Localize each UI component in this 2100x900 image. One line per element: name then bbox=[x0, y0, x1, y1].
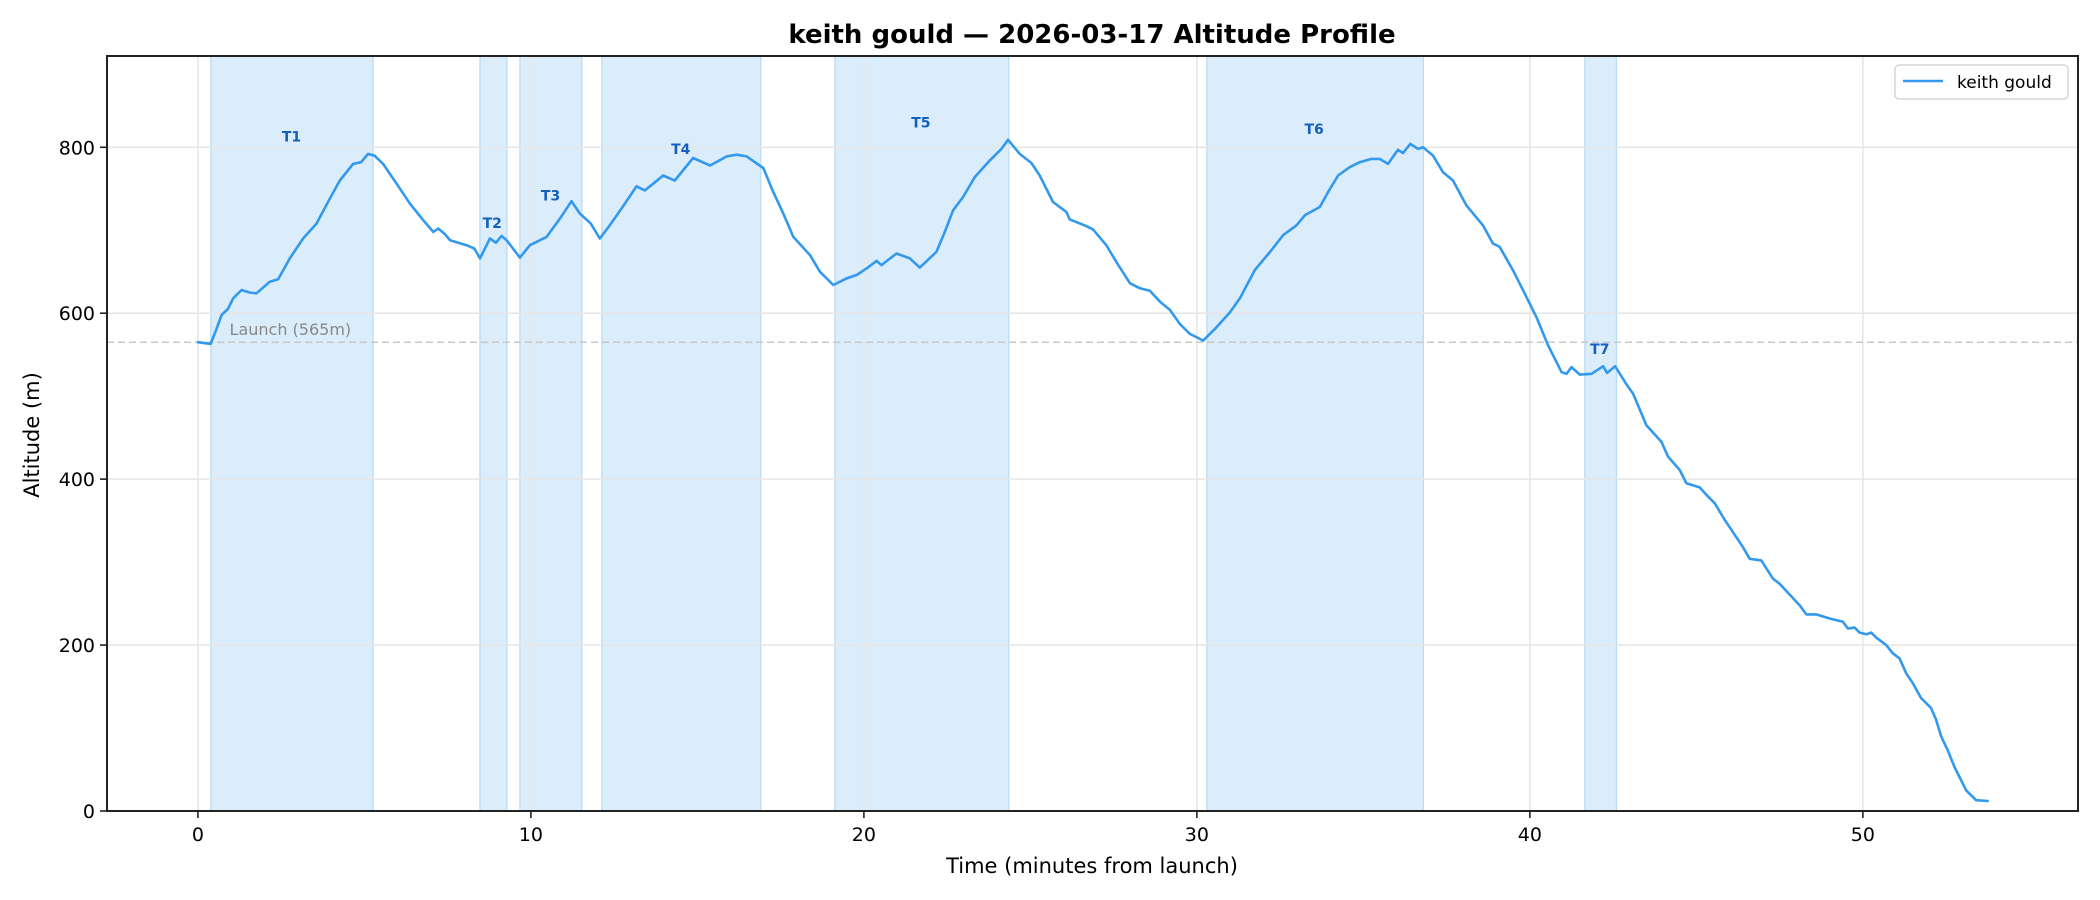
axes-frame bbox=[106, 55, 2079, 812]
legend: keith gould bbox=[1894, 64, 2069, 100]
x-tick-label: 30 bbox=[1185, 824, 1209, 846]
launch-reference-line: Launch (565m) bbox=[107, 320, 2078, 343]
segment-shade-t7 bbox=[1584, 55, 1618, 812]
segment-label-t6: T6 bbox=[1304, 122, 1323, 138]
segment-label-t2: T2 bbox=[483, 216, 502, 232]
y-tick-label: 400 bbox=[59, 469, 95, 491]
segment-shade-t2 bbox=[479, 55, 508, 812]
segment-shade-t6 bbox=[1206, 55, 1424, 812]
launch-reference-label: Launch (565m) bbox=[230, 320, 352, 339]
x-tick-label: 50 bbox=[1851, 824, 1875, 846]
segment-label-t7: T7 bbox=[1590, 342, 1609, 358]
segment-label-t3: T3 bbox=[541, 188, 560, 204]
axes-background bbox=[107, 56, 2078, 811]
x-tick-label: 40 bbox=[1518, 824, 1542, 846]
x-tick-label: 20 bbox=[852, 824, 876, 846]
segment-label-t1: T1 bbox=[282, 129, 301, 145]
legend-label: keith gould bbox=[1957, 73, 2052, 93]
plot-area: Launch (565m) T1 T2 T3 T4 T5 T6 T7 bbox=[106, 55, 2079, 812]
y-tick-label: 600 bbox=[59, 303, 95, 325]
y-tick-label: 0 bbox=[83, 801, 95, 823]
segment-shade-t1 bbox=[210, 55, 374, 812]
segment-label-t4: T4 bbox=[671, 142, 691, 158]
y-axis-ticks: 0 200 400 600 800 bbox=[59, 137, 107, 823]
segment-label-t5: T5 bbox=[911, 115, 930, 131]
x-tick-label: 10 bbox=[519, 824, 543, 846]
y-axis-label: Altitude (m) bbox=[20, 372, 44, 498]
y-tick-label: 200 bbox=[59, 635, 95, 657]
chart-title: keith gould — 2026-03-17 Altitude Profil… bbox=[788, 20, 1395, 50]
legend-box bbox=[1894, 64, 2069, 100]
segment-labels: T1 T2 T3 T4 T5 T6 T7 bbox=[282, 115, 1610, 358]
y-tick-label: 800 bbox=[59, 137, 95, 159]
x-axis-label: Time (minutes from launch) bbox=[945, 854, 1238, 878]
altitude-line bbox=[196, 138, 1990, 803]
segment-shade-t3 bbox=[519, 55, 583, 812]
x-tick-label: 0 bbox=[192, 824, 204, 846]
x-axis-ticks: 0 10 20 30 40 50 bbox=[192, 811, 1875, 846]
segment-shade-t4 bbox=[601, 55, 762, 812]
